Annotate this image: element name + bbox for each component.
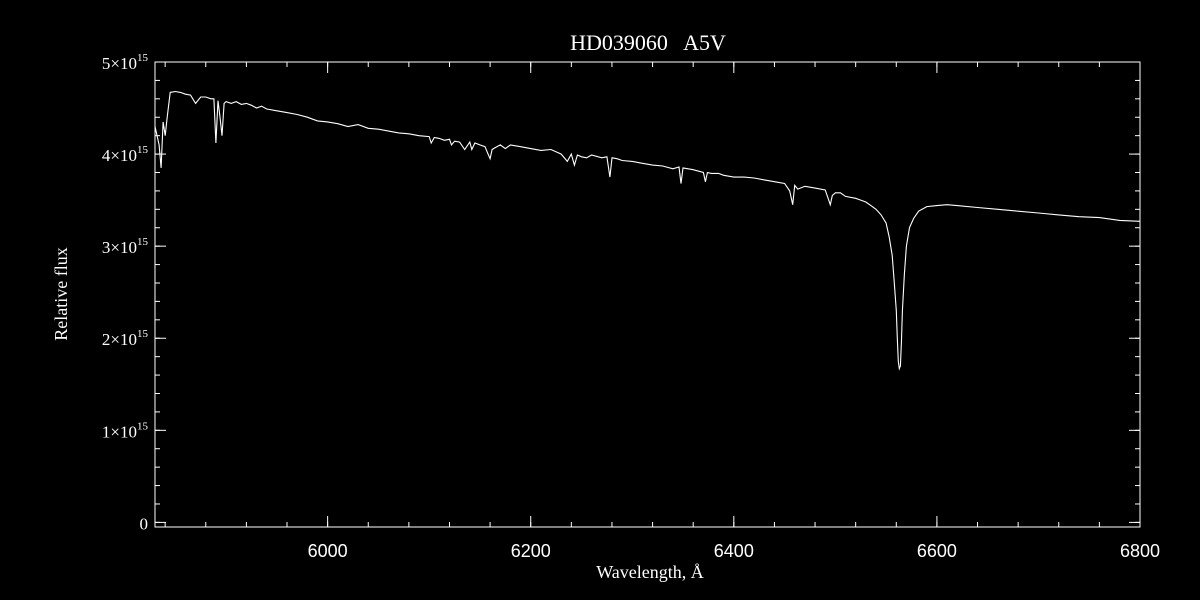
y-tick-label: 4×1015 <box>102 144 149 165</box>
spectrum-line <box>154 90 1141 371</box>
minor-ticks <box>155 61 1141 527</box>
x-axis-label: Wavelength, Å <box>596 562 704 582</box>
y-tick-label: 3×1015 <box>102 236 149 257</box>
x-tick-label: 6400 <box>714 541 754 561</box>
y-axis-label: Relative flux <box>51 247 71 340</box>
x-tick-label: 6600 <box>917 541 957 561</box>
x-axis: 6000 6200 6400 6600 6800 <box>308 62 1160 561</box>
y-tick-label: 1×1015 <box>102 420 149 441</box>
plot-frame <box>154 61 1141 528</box>
y-tick-label: 0 <box>140 514 149 533</box>
chart-title: HD039060 A5V <box>570 30 726 55</box>
y-tick-label: 2×1015 <box>102 328 149 349</box>
y-axis: 0 1×1015 2×1015 3×1015 4×1015 5×1015 <box>102 52 1140 533</box>
x-tick-label: 6000 <box>308 541 348 561</box>
x-tick-label: 6800 <box>1120 541 1160 561</box>
x-tick-label: 6200 <box>511 541 551 561</box>
y-tick-label: 5×1015 <box>102 52 149 73</box>
